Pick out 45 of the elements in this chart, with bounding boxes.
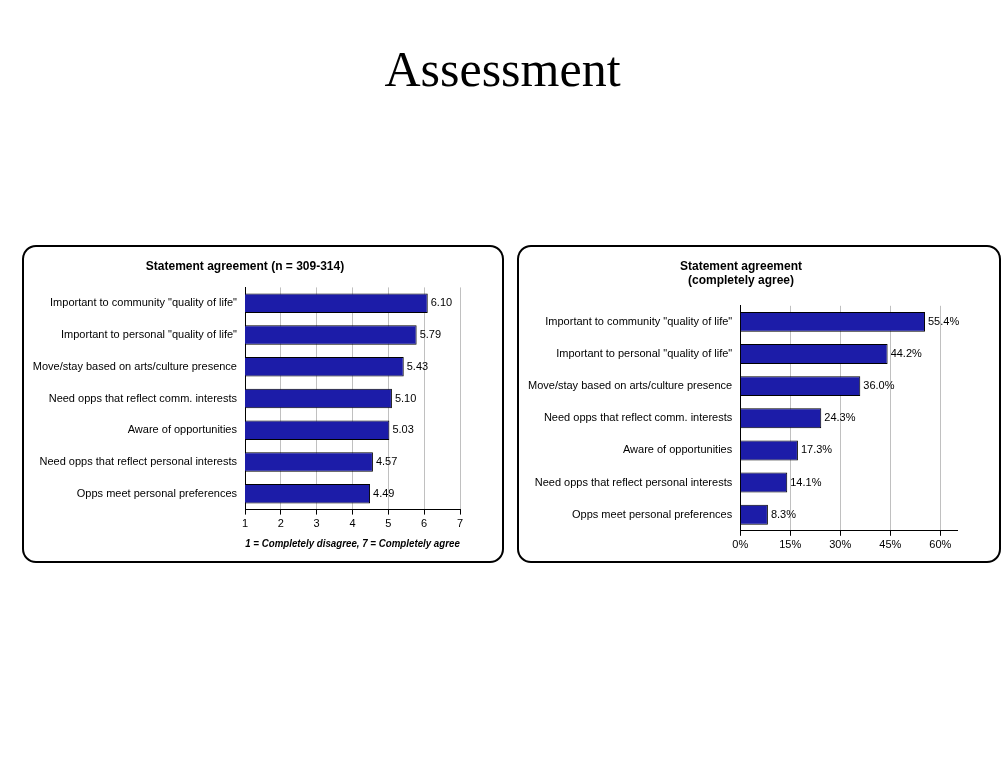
- y-tick-label: Aware of opportunities: [127, 423, 238, 436]
- x-tick-label: 15%: [779, 538, 802, 551]
- data-label: 5.79: [419, 328, 442, 341]
- data-label: 14.1%: [790, 475, 822, 488]
- x-tick-label: 3: [313, 517, 320, 530]
- y-tick-label: Opps meet personal preferences: [572, 507, 733, 520]
- y-tick-label: Need opps that reflect comm. interests: [543, 411, 733, 424]
- data-label: 5.03: [392, 423, 414, 436]
- x-tick-label: 1: [241, 517, 249, 530]
- y-tick-label: Need opps that reflect personal interests: [39, 455, 238, 468]
- data-label: 17.3%: [800, 443, 833, 456]
- x-axis-title: 1 = Completely disagree, 7 = Completely agree: [245, 537, 461, 550]
- data-label: 6.10: [430, 296, 453, 309]
- y-tick-label: Opps meet personal preferences: [76, 486, 238, 499]
- x-tick-label: 4: [349, 517, 356, 530]
- data-label: 5.10: [394, 391, 417, 404]
- y-tick-label: Aware of opportunities: [622, 443, 733, 456]
- data-label: 4.57: [375, 455, 398, 468]
- data-label: 8.3%: [770, 507, 797, 520]
- x-tick-label: 30%: [829, 538, 852, 551]
- x-tick-label: 60%: [929, 538, 952, 551]
- chart-subtitle: (completely agree): [687, 272, 795, 287]
- data-label: 4.49: [373, 486, 395, 499]
- data-label: 36.0%: [863, 379, 895, 392]
- y-tick-label: Important to personal "quality of life": [556, 347, 733, 360]
- data-label: 5.43: [406, 359, 429, 372]
- y-tick-label: Important to community "quality of life": [50, 296, 238, 309]
- data-label: 44.2%: [890, 347, 923, 360]
- chart-title: Statement agreement: [679, 258, 803, 273]
- text: Assessment: [383, 40, 622, 98]
- y-tick-label: Need opps that reflect personal interests: [534, 475, 733, 488]
- x-tick-label: 7: [456, 517, 464, 530]
- chart-title: Statement agreement (n = 309-314): [145, 258, 345, 273]
- y-tick-label: Move/stay based on arts/culture presence: [527, 379, 733, 392]
- y-tick-label: Important to personal "quality of life": [61, 328, 238, 341]
- x-tick-label: 45%: [879, 538, 902, 551]
- x-tick-label: 6: [421, 517, 428, 530]
- x-tick-label: 2: [277, 517, 284, 530]
- data-label: 24.3%: [824, 411, 856, 424]
- x-tick-label: 0%: [732, 538, 749, 551]
- data-label: 55.4%: [927, 314, 960, 327]
- y-tick-label: Move/stay based on arts/culture presence: [32, 359, 237, 372]
- y-tick-label: Need opps that reflect comm. interests: [48, 391, 238, 404]
- x-tick-label: 5: [385, 517, 392, 530]
- y-tick-label: Important to community "quality of life": [545, 314, 733, 327]
